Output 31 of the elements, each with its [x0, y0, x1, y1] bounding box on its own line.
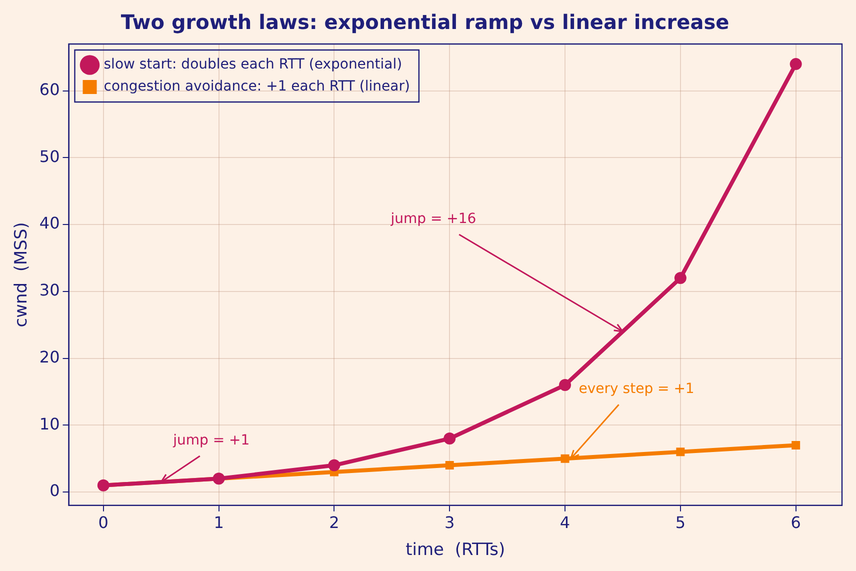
x-tick-label: 1 [214, 513, 224, 532]
point [444, 432, 456, 445]
y-tick-label: 0 [50, 481, 60, 500]
x-tick-label: 0 [98, 513, 108, 532]
point [790, 58, 802, 70]
x-tick-label: 4 [560, 513, 570, 532]
y-tick-label: 30 [39, 280, 60, 300]
point [676, 448, 685, 456]
legend-label: congestion avoidance: +1 each RTT (linear) [104, 78, 410, 95]
point [560, 454, 570, 463]
point [559, 379, 572, 392]
legend-label: slow start: doubles each RTT (exponential) [104, 56, 402, 73]
point [445, 461, 454, 470]
x-axis-title: time (RTTs) [406, 540, 506, 560]
annotation: jump = +1 [172, 432, 250, 449]
point [328, 459, 340, 472]
y-tick-label: 10 [39, 414, 60, 434]
y-tick-label: 20 [39, 347, 60, 366]
y-axis-title: cwnd (MSS) [12, 222, 32, 328]
x-tick-label: 2 [329, 513, 340, 532]
annotation: jump = +16 [390, 211, 476, 228]
y-tick-label: 50 [39, 146, 60, 166]
x-tick-label: 6 [790, 513, 801, 532]
annotation: every step = +1 [578, 381, 694, 398]
point [792, 440, 800, 450]
y-tick-label: 60 [39, 80, 60, 99]
x-tick-label: 5 [675, 513, 686, 532]
y-tick-label: 40 [39, 214, 60, 233]
point [674, 272, 686, 284]
x-tick-label: 3 [444, 513, 455, 532]
chart-title: Two growth laws: exponential ramp vs linear increase [120, 10, 730, 34]
